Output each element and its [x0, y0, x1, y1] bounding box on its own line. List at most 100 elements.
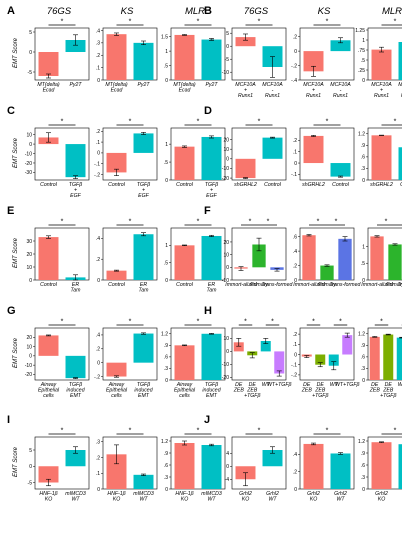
category-label-line: Py2T: [69, 82, 82, 88]
y-tick-label: 1: [165, 142, 168, 148]
significance-star: *: [129, 219, 132, 226]
y-tick-label: 0: [294, 487, 297, 493]
y-tick-label: 0: [362, 178, 365, 184]
y-tick-label: -.4: [291, 78, 297, 84]
category-label-line: ZEB: [246, 388, 258, 394]
significance-star: *: [61, 219, 64, 226]
category-label-line: shGRHL2: [370, 182, 393, 188]
category-label-line: Runx1: [265, 93, 280, 99]
y-tick-label: -.2: [291, 373, 297, 379]
method-header: KS: [121, 6, 134, 17]
method-header: 76GS: [244, 6, 269, 17]
y-tick-label: 0: [97, 487, 100, 493]
significance-star: *: [249, 219, 252, 226]
significance-star: *: [197, 219, 200, 226]
y-tick-label: 1.2: [358, 332, 365, 338]
category-label: Control: [108, 182, 126, 188]
bar-1: [370, 236, 384, 280]
significance-star: *: [394, 19, 397, 26]
significance-star: *: [258, 119, 261, 126]
y-tick-label: 10: [26, 344, 32, 350]
y-tick-label: .5: [361, 261, 365, 267]
category-label: MT(delta) Ecad: [173, 82, 195, 94]
bar-1: [38, 52, 59, 76]
y-tick-label: .5: [164, 63, 168, 69]
y-tick-label: .2: [293, 138, 297, 144]
y-tick-label: 10: [223, 147, 229, 153]
plot-frame: [170, 127, 226, 181]
bar-1: [106, 454, 127, 489]
y-tick-label: 5: [29, 448, 32, 454]
y-tick-label: -10: [222, 166, 229, 172]
category-label-line: EMT: [138, 393, 150, 399]
y-tick-label: 10: [26, 265, 32, 271]
y-tick-label: .6: [164, 463, 168, 469]
plot-frame: [34, 27, 90, 81]
bar-3: [328, 354, 339, 366]
category-label: Control: [40, 182, 58, 188]
bar-3: [338, 238, 352, 280]
bar-2: [262, 450, 283, 467]
category-label-line: +: [380, 88, 383, 94]
bar-1: [38, 237, 59, 280]
y-tick-label: 0: [226, 44, 229, 50]
y-tick-label: 1: [362, 244, 365, 250]
bar-1: [303, 135, 324, 164]
y-tick-label: 0: [165, 378, 168, 384]
y-tick-label: 30: [26, 239, 32, 245]
plot-frame: [367, 127, 402, 181]
category-label-line: Grhl2: [334, 491, 347, 497]
category-label-line: Control: [332, 182, 350, 188]
category-label-line: shGRHL2: [302, 182, 325, 188]
y-tick-label: 1.5: [161, 34, 168, 40]
category-label: TGFβ + EGF: [137, 182, 150, 199]
y-tick-label: .1: [293, 342, 297, 348]
y-tick-label: 0: [294, 352, 297, 358]
y-tick-label: -.2: [94, 172, 100, 178]
category-label: Immort-alized: [225, 282, 258, 288]
bar-1: [302, 235, 316, 280]
method-header: MLR: [185, 6, 205, 17]
y-tick-label: 0: [362, 378, 365, 384]
method-header: KS: [318, 6, 331, 17]
category-label-line: shGRHL2: [234, 182, 257, 188]
category-label-line: HNF-1β: [107, 491, 125, 497]
y-tick-label: 0: [97, 78, 100, 84]
category-label-line: Runx1: [333, 93, 348, 99]
category-label-line: -: [340, 88, 342, 94]
plot-frame: [102, 27, 158, 81]
y-tick-label: 1.25: [355, 28, 365, 34]
category-label-line: MCF10A: [398, 82, 402, 88]
bar-2: [65, 450, 86, 467]
category-label-line: Grhl2: [239, 491, 252, 497]
category-label: HNF-1β KO: [39, 491, 57, 503]
subplot-D-MLR: 0 .3 .6 .9 1.2 shGRHL2 Control *: [358, 119, 402, 188]
category-label-line: cells: [43, 393, 54, 399]
bar-1: [174, 146, 195, 180]
category-label-line: +: [244, 88, 247, 94]
y-tick-label: .4: [293, 249, 297, 255]
category-label-line: KO: [242, 497, 250, 503]
subplot-A-MLR: 0 .5 1 1.5 MT(delta) Ecad Py2T *: [161, 19, 226, 94]
y-tick-label: -.1: [291, 363, 297, 369]
plot-frame: [102, 227, 158, 281]
category-label: Py2T: [205, 82, 218, 88]
y-tick-label: .9: [361, 143, 365, 149]
y-tick-label: 10: [223, 336, 229, 342]
category-label-line: mIMCD3: [133, 491, 154, 497]
category-label-line: ZEB: [369, 388, 381, 394]
significance-star: *: [380, 319, 383, 326]
y-tick-label: -.2: [94, 374, 100, 380]
category-label-line: Epithelial: [38, 388, 60, 394]
y-tick-label: .1: [293, 150, 297, 156]
y-tick-label: .6: [164, 355, 168, 361]
plot-frame: [170, 27, 226, 81]
category-label-line: Runx1: [238, 93, 253, 99]
category-label: WT+TGFβ: [267, 382, 291, 388]
y-tick-label: 1.2: [161, 439, 168, 445]
y-tick-label: -20: [25, 372, 32, 378]
y-tick-label: -10: [222, 278, 229, 284]
category-label: DE ZEB +TGFβ: [380, 382, 396, 399]
category-label-line: DE: [371, 382, 379, 388]
category-label-line: Immort-alized: [293, 282, 326, 288]
